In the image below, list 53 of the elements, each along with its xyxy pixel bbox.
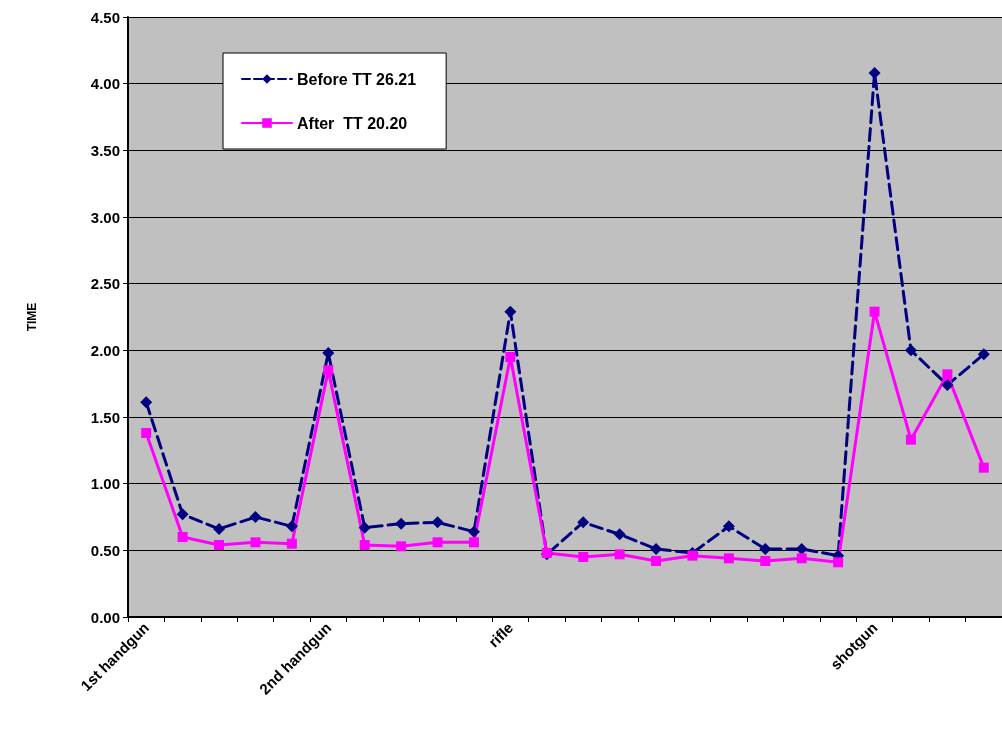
point	[431, 516, 444, 529]
point	[651, 556, 662, 566]
y-tick-label: 2.50	[90, 275, 120, 293]
point	[977, 348, 990, 361]
point	[432, 537, 443, 548]
point	[213, 523, 226, 535]
y-tick-label: 3.00	[90, 208, 120, 226]
point	[613, 528, 626, 541]
point	[250, 537, 261, 548]
point	[323, 365, 334, 376]
legend-label: Before TT 26.21	[297, 70, 417, 88]
point	[904, 344, 917, 357]
point	[468, 537, 479, 548]
y-tick-label: 4.00	[90, 75, 120, 93]
point	[941, 379, 954, 391]
point	[467, 525, 480, 538]
legend-label: After TT 20.20	[297, 114, 408, 132]
point	[504, 305, 517, 318]
point	[577, 516, 590, 529]
point	[249, 511, 262, 523]
point	[614, 549, 625, 560]
point	[285, 520, 298, 533]
x-tick-label: rifle	[484, 618, 517, 651]
point	[905, 434, 916, 445]
point	[396, 541, 407, 552]
y-tick-label: 4.50	[90, 8, 120, 26]
point	[177, 532, 188, 542]
y-axis-title: TIME	[25, 302, 39, 332]
point	[760, 556, 771, 566]
point	[359, 540, 370, 550]
point	[505, 352, 516, 362]
y-tick-label: 0.00	[90, 608, 120, 626]
point	[141, 428, 152, 438]
point	[650, 543, 663, 555]
point	[140, 396, 153, 409]
point	[176, 508, 189, 521]
point	[358, 521, 371, 534]
y-tick-label: 2.00	[90, 341, 120, 359]
point	[722, 520, 735, 533]
point	[578, 552, 589, 562]
point	[286, 538, 297, 549]
point	[833, 557, 844, 568]
y-tick-label: 3.50	[90, 141, 120, 159]
point	[978, 462, 989, 473]
point	[942, 369, 953, 380]
point	[869, 306, 880, 317]
y-tick-label: 0.50	[90, 541, 120, 559]
point	[868, 67, 881, 79]
point	[723, 553, 734, 564]
point	[796, 553, 807, 564]
point	[214, 540, 225, 550]
y-tick-label: 1.00	[90, 475, 120, 493]
y-tick-label: 1.50	[90, 408, 120, 426]
